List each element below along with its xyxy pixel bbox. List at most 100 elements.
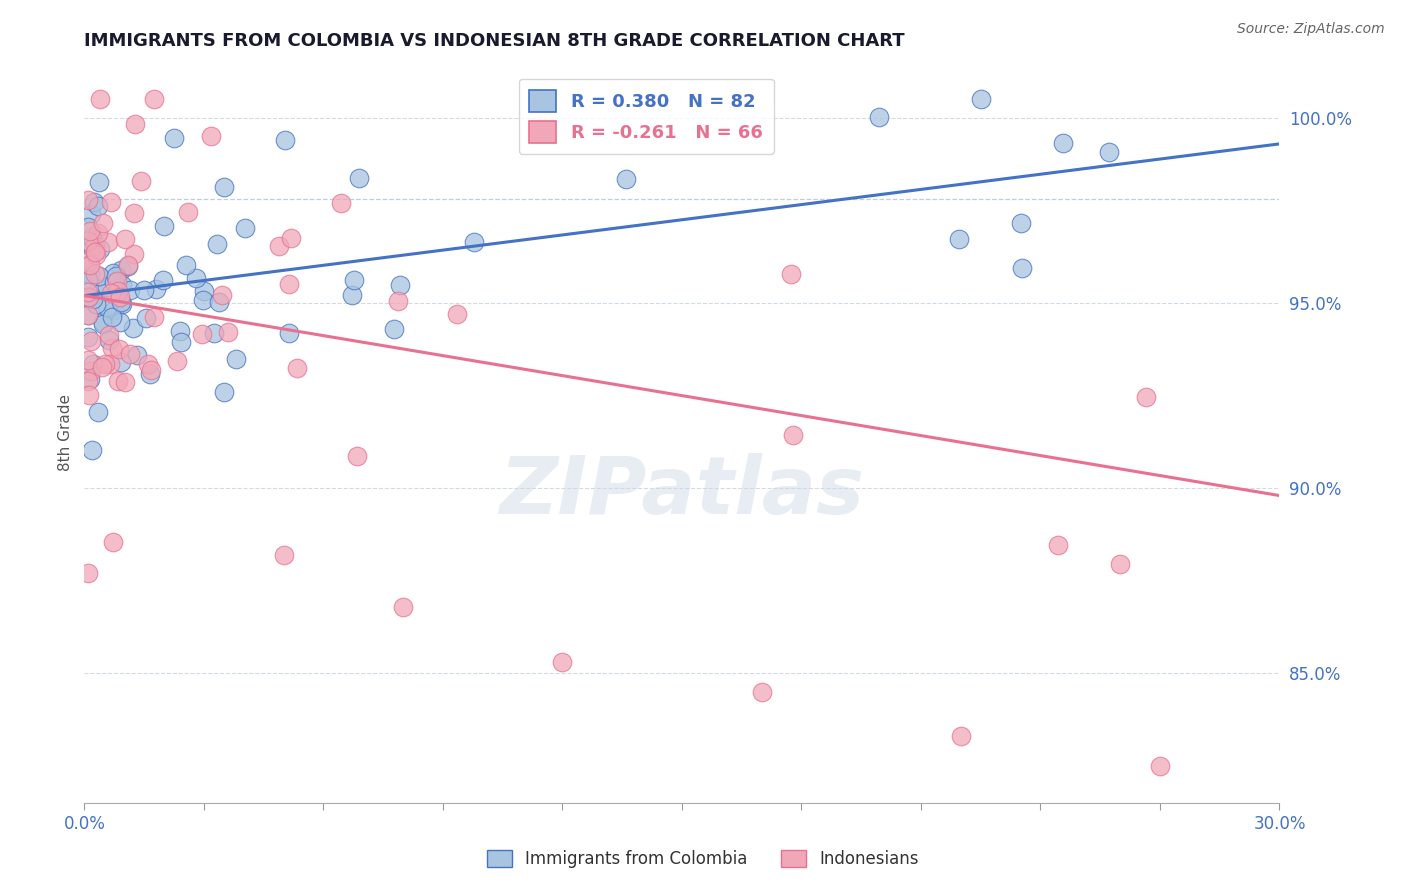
Point	[84, 296, 107, 310]
Point	[110, 355, 132, 369]
Point	[343, 273, 366, 287]
Point	[111, 297, 134, 311]
Point	[84, 245, 107, 260]
Point	[129, 174, 152, 188]
Point	[77, 220, 100, 235]
Point	[217, 325, 239, 339]
Point	[79, 258, 101, 272]
Point	[1052, 136, 1074, 151]
Point	[84, 238, 107, 252]
Point	[111, 278, 134, 293]
Point	[117, 259, 139, 273]
Point	[1135, 390, 1157, 404]
Point	[211, 288, 233, 302]
Point	[84, 267, 107, 281]
Point	[89, 93, 111, 107]
Point	[77, 374, 100, 388]
Point	[77, 285, 100, 300]
Point	[277, 326, 299, 340]
Point	[212, 179, 235, 194]
Point	[202, 326, 225, 340]
Point	[280, 231, 302, 245]
Point	[87, 226, 110, 240]
Point	[82, 357, 104, 371]
Point	[191, 326, 214, 341]
Point	[267, 239, 290, 253]
Point	[163, 131, 186, 145]
Point	[169, 335, 191, 350]
Point	[100, 286, 122, 301]
Point	[80, 230, 103, 244]
Point	[84, 248, 107, 262]
Point	[87, 282, 110, 296]
Point	[77, 258, 100, 272]
Point	[98, 357, 121, 371]
Point	[100, 194, 122, 209]
Legend: R = 0.380   N = 82, R = -0.261   N = 66: R = 0.380 N = 82, R = -0.261 N = 66	[519, 78, 773, 153]
Point	[780, 267, 803, 281]
Point	[77, 309, 100, 323]
Text: ZIPatlas: ZIPatlas	[499, 453, 865, 531]
Point	[869, 110, 891, 124]
Point	[97, 334, 120, 348]
Point	[135, 310, 157, 325]
Point	[205, 237, 228, 252]
Point	[77, 353, 100, 368]
Point	[1109, 557, 1132, 571]
Point	[77, 388, 100, 402]
Point	[77, 308, 100, 322]
Point	[89, 175, 111, 189]
Point	[82, 292, 104, 306]
Point	[108, 316, 131, 330]
Point	[110, 262, 132, 277]
Point	[107, 285, 129, 299]
Point	[82, 239, 104, 253]
Point	[463, 235, 485, 249]
Point	[330, 195, 353, 210]
Point	[136, 357, 159, 371]
Point	[77, 293, 100, 307]
Point	[122, 206, 145, 220]
Point	[82, 233, 104, 247]
Point	[139, 367, 162, 381]
Point	[103, 534, 125, 549]
Point	[110, 295, 132, 310]
Point	[346, 449, 368, 463]
Point	[77, 267, 100, 281]
Point	[340, 288, 363, 302]
Point	[285, 360, 308, 375]
Point	[100, 341, 122, 355]
Point	[96, 280, 118, 294]
Point	[273, 133, 295, 147]
Point	[122, 320, 145, 334]
Point	[91, 315, 114, 329]
Point	[77, 254, 100, 268]
Point	[1047, 538, 1070, 552]
Point	[948, 232, 970, 246]
Point	[89, 242, 111, 256]
Point	[169, 324, 191, 338]
Point	[77, 273, 100, 287]
Point	[118, 346, 141, 360]
Point	[212, 384, 235, 399]
Point	[117, 258, 139, 272]
Point	[77, 566, 100, 581]
Point	[1011, 261, 1033, 276]
Point	[153, 219, 176, 233]
Point	[751, 685, 773, 699]
Point	[388, 278, 411, 293]
Point	[100, 310, 122, 325]
Point	[551, 655, 574, 669]
Point	[233, 221, 256, 235]
Point	[124, 117, 146, 131]
Y-axis label: 8th Grade: 8th Grade	[58, 394, 73, 471]
Point	[122, 247, 145, 261]
Point	[80, 364, 103, 378]
Point	[101, 266, 124, 280]
Point	[208, 294, 231, 309]
Point	[79, 267, 101, 281]
Point	[225, 352, 247, 367]
Point	[91, 317, 114, 331]
Point	[347, 170, 370, 185]
Point	[77, 290, 100, 304]
